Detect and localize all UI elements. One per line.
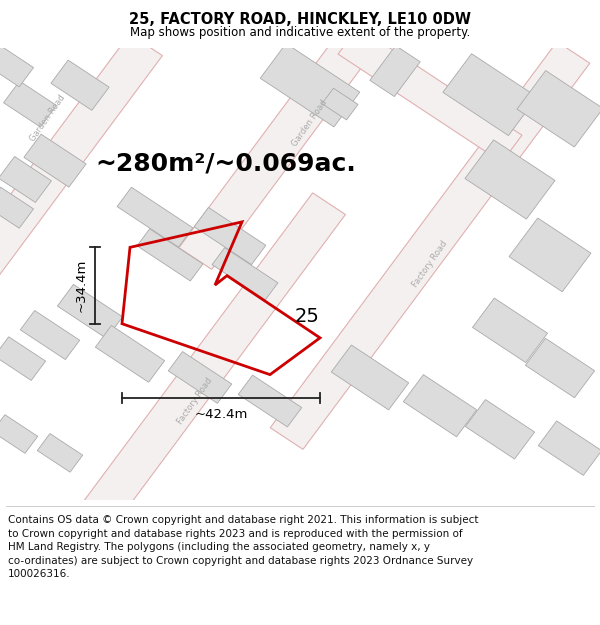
Polygon shape: [0, 188, 34, 228]
Polygon shape: [472, 298, 548, 362]
Polygon shape: [58, 284, 122, 339]
Polygon shape: [24, 134, 86, 187]
Polygon shape: [238, 375, 302, 427]
Polygon shape: [212, 248, 278, 300]
Text: Factory Road: Factory Road: [176, 376, 214, 426]
Polygon shape: [465, 140, 555, 219]
Text: ~34.4m: ~34.4m: [75, 259, 88, 312]
Polygon shape: [443, 54, 537, 136]
Polygon shape: [55, 193, 346, 562]
Polygon shape: [466, 399, 535, 459]
Polygon shape: [0, 46, 34, 87]
Polygon shape: [260, 44, 360, 127]
Polygon shape: [4, 81, 56, 127]
Text: Garden Road: Garden Road: [290, 98, 329, 148]
Polygon shape: [526, 338, 595, 398]
Text: 25, FACTORY ROAD, HINCKLEY, LE10 0DW: 25, FACTORY ROAD, HINCKLEY, LE10 0DW: [129, 12, 471, 27]
Polygon shape: [338, 27, 522, 163]
Text: Garden Road: Garden Road: [29, 93, 67, 143]
Polygon shape: [403, 374, 476, 437]
Text: 25: 25: [295, 307, 320, 326]
Text: Contains OS data © Crown copyright and database right 2021. This information is : Contains OS data © Crown copyright and d…: [8, 515, 478, 579]
Polygon shape: [179, 0, 441, 269]
Polygon shape: [0, 34, 163, 288]
Polygon shape: [95, 326, 164, 382]
Polygon shape: [517, 71, 600, 147]
Polygon shape: [0, 156, 52, 202]
Polygon shape: [117, 188, 193, 247]
Polygon shape: [0, 337, 46, 381]
Polygon shape: [194, 208, 266, 264]
Polygon shape: [20, 311, 80, 359]
Polygon shape: [0, 415, 38, 453]
Polygon shape: [509, 218, 591, 292]
Text: Factory Road: Factory Road: [410, 239, 449, 289]
Polygon shape: [331, 345, 409, 410]
Polygon shape: [137, 229, 203, 281]
Polygon shape: [51, 60, 109, 110]
Polygon shape: [37, 434, 83, 472]
Polygon shape: [370, 46, 420, 96]
Text: Map shows position and indicative extent of the property.: Map shows position and indicative extent…: [130, 26, 470, 39]
Text: ~42.4m: ~42.4m: [194, 408, 248, 421]
Text: ~280m²/~0.069ac.: ~280m²/~0.069ac.: [95, 151, 356, 175]
Polygon shape: [168, 352, 232, 403]
Polygon shape: [538, 421, 600, 476]
Polygon shape: [322, 88, 358, 120]
Polygon shape: [270, 42, 590, 449]
